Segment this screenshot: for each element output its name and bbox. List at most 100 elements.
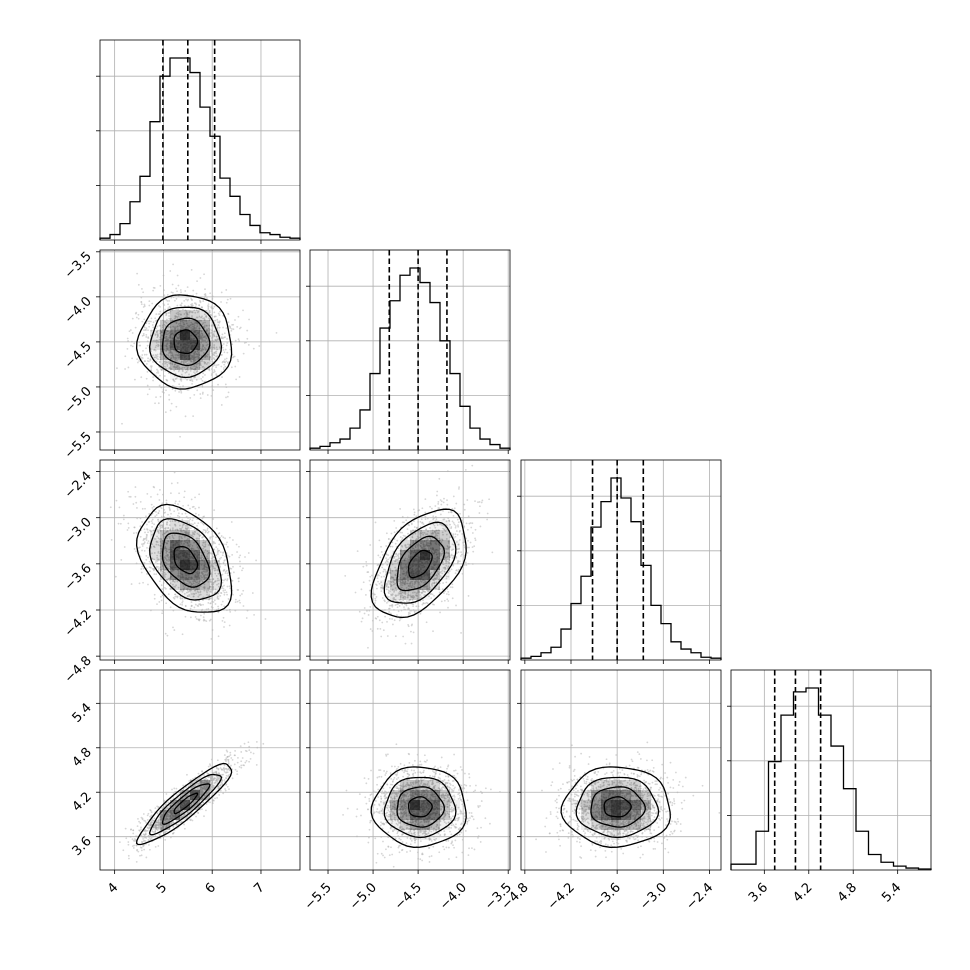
histogram-panel bbox=[306, 249, 511, 454]
sample-point bbox=[210, 591, 213, 593]
density-cell bbox=[180, 340, 190, 350]
sample-point bbox=[213, 335, 216, 338]
sample-point bbox=[436, 534, 439, 537]
sample-point bbox=[237, 580, 240, 583]
sample-point bbox=[148, 388, 151, 391]
sample-point bbox=[180, 528, 183, 530]
sample-point bbox=[192, 360, 195, 363]
sample-point bbox=[207, 573, 209, 576]
sample-point bbox=[193, 365, 196, 367]
sample-point bbox=[207, 589, 210, 592]
sample-point bbox=[225, 344, 228, 347]
sample-point bbox=[203, 578, 205, 581]
sample-point bbox=[213, 346, 216, 349]
sample-point bbox=[186, 595, 189, 597]
sample-point bbox=[133, 342, 136, 345]
sample-point bbox=[212, 357, 215, 360]
sample-point bbox=[160, 595, 162, 598]
sample-point bbox=[234, 598, 237, 601]
sample-point bbox=[412, 595, 415, 597]
sample-point bbox=[201, 536, 204, 539]
sample-point bbox=[189, 518, 192, 521]
sample-point bbox=[159, 284, 162, 287]
sample-point bbox=[423, 540, 426, 542]
sample-point bbox=[151, 518, 154, 521]
sample-point bbox=[454, 572, 457, 575]
sample-point bbox=[226, 361, 229, 364]
sample-point bbox=[212, 556, 215, 559]
sample-point bbox=[157, 305, 160, 307]
histogram-panel: 3.6 4.2 4.8 5.4 bbox=[727, 669, 932, 905]
sample-point bbox=[207, 304, 209, 307]
sample-point bbox=[411, 596, 414, 599]
sample-point bbox=[165, 339, 167, 342]
density-cell bbox=[200, 340, 210, 350]
sample-point bbox=[140, 303, 143, 306]
sample-point bbox=[138, 360, 141, 362]
sample-point bbox=[451, 597, 454, 600]
sample-point bbox=[162, 319, 164, 322]
sample-point bbox=[376, 627, 379, 630]
sample-point bbox=[160, 547, 162, 550]
sample-point bbox=[440, 541, 443, 543]
sample-point bbox=[412, 591, 414, 594]
panel-frame bbox=[730, 669, 932, 871]
sample-point bbox=[177, 574, 180, 577]
sample-point bbox=[156, 493, 159, 496]
sample-point bbox=[466, 552, 469, 554]
sample-point bbox=[491, 551, 494, 554]
sample-point bbox=[411, 536, 414, 539]
sample-point bbox=[184, 615, 187, 618]
sample-point bbox=[148, 325, 151, 328]
sample-point bbox=[448, 562, 451, 565]
sample-point bbox=[214, 315, 217, 318]
sample-point bbox=[402, 570, 405, 573]
sample-point bbox=[168, 336, 171, 339]
sample-point bbox=[394, 574, 397, 577]
sample-point bbox=[190, 367, 193, 370]
sample-point bbox=[430, 507, 433, 510]
density-cell bbox=[180, 310, 190, 320]
sample-point bbox=[419, 532, 421, 535]
sample-point bbox=[223, 584, 225, 587]
sample-point bbox=[227, 321, 230, 324]
sample-point bbox=[457, 551, 460, 554]
sample-point bbox=[228, 585, 231, 588]
sample-point bbox=[182, 361, 185, 364]
sample-point bbox=[167, 540, 169, 542]
sample-point bbox=[424, 581, 427, 583]
sample-point bbox=[136, 825, 139, 828]
sample-point bbox=[405, 546, 407, 549]
sample-point bbox=[223, 605, 226, 608]
sample-point bbox=[400, 593, 402, 595]
sample-point bbox=[189, 367, 192, 369]
sample-point bbox=[398, 585, 401, 587]
sample-point bbox=[147, 357, 149, 360]
sample-point bbox=[459, 560, 461, 563]
sample-point bbox=[191, 609, 194, 612]
sample-point bbox=[165, 523, 168, 525]
sample-point bbox=[423, 543, 425, 546]
sample-point bbox=[156, 535, 158, 538]
sample-point bbox=[145, 555, 148, 557]
sample-point bbox=[152, 505, 155, 508]
sample-point bbox=[226, 593, 228, 596]
sample-point bbox=[389, 545, 392, 548]
sample-point bbox=[203, 589, 206, 592]
sample-point bbox=[216, 577, 219, 580]
density-cell bbox=[170, 570, 180, 580]
sample-point bbox=[210, 394, 213, 397]
sample-point bbox=[223, 579, 225, 582]
sample-point bbox=[465, 522, 468, 525]
sample-point bbox=[452, 534, 454, 537]
sample-point bbox=[216, 583, 218, 586]
sample-point bbox=[396, 614, 398, 617]
sample-point bbox=[193, 354, 195, 357]
sample-point bbox=[172, 263, 175, 266]
sample-point bbox=[210, 606, 213, 608]
sample-point bbox=[156, 368, 158, 371]
sample-point bbox=[413, 520, 415, 522]
sample-point bbox=[463, 525, 465, 528]
sample-point bbox=[216, 326, 219, 329]
sample-point bbox=[130, 344, 132, 347]
